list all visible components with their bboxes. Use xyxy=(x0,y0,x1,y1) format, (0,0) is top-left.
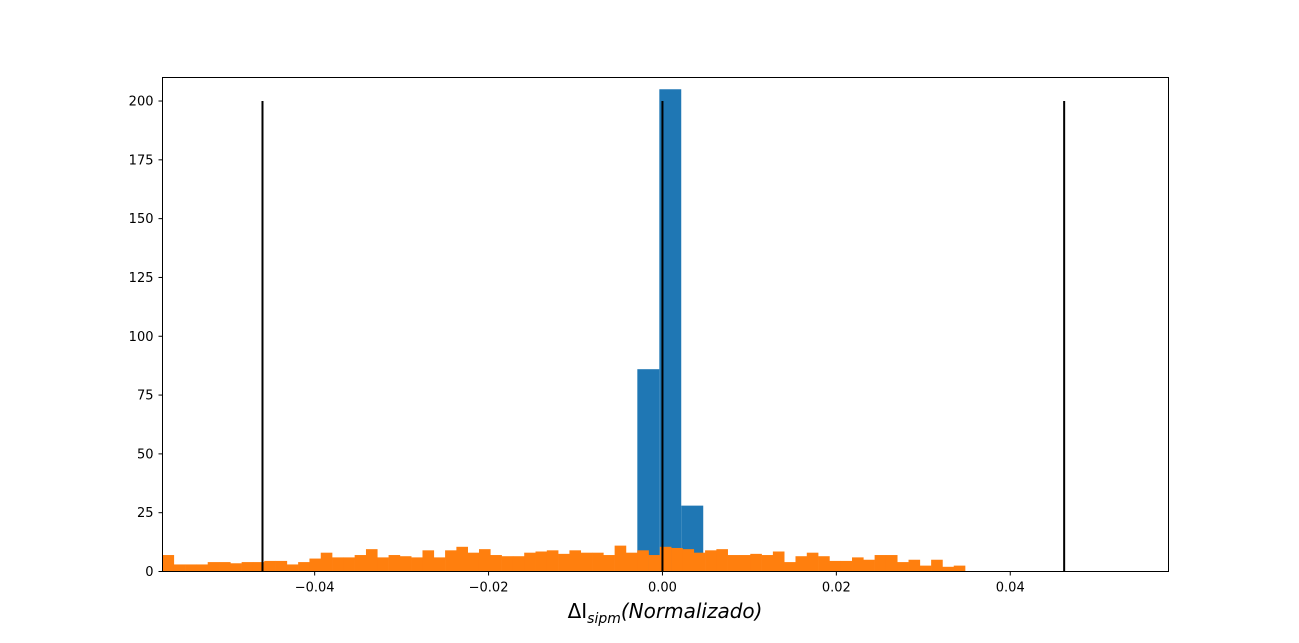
bar-orange xyxy=(501,556,514,572)
y-axis-ticks: 0 25 50 75 100 125 150 175 200 xyxy=(129,95,163,580)
bar-orange xyxy=(558,553,570,572)
bar-orange xyxy=(772,551,785,572)
bar-orange xyxy=(625,552,638,572)
bar-orange xyxy=(705,550,717,572)
bar-orange xyxy=(354,555,367,572)
bar-orange xyxy=(738,555,751,572)
bar-orange xyxy=(818,556,830,572)
bar-blue xyxy=(637,369,660,572)
bar-orange xyxy=(524,552,536,572)
y-tick-label: 0 xyxy=(145,565,153,580)
y-tick-label: 175 xyxy=(129,153,154,168)
bar-orange xyxy=(230,563,242,572)
bar-orange xyxy=(275,560,288,572)
bar-orange xyxy=(863,559,875,572)
x-tick-label: −0.02 xyxy=(469,581,509,596)
bar-orange xyxy=(433,557,446,572)
y-tick-label: 75 xyxy=(137,389,154,404)
bar-orange xyxy=(399,556,412,572)
bar-orange xyxy=(264,560,276,572)
bar-orange xyxy=(908,559,921,572)
bar-orange xyxy=(592,552,604,572)
bar-orange xyxy=(716,549,728,572)
bar-orange xyxy=(603,555,615,572)
bar-orange xyxy=(852,557,864,572)
bar-orange xyxy=(196,564,209,572)
bar-orange xyxy=(931,559,943,572)
bar-orange xyxy=(162,555,175,572)
x-tick-label: 0.00 xyxy=(648,581,677,596)
bar-orange xyxy=(332,557,344,572)
bar-orange xyxy=(750,553,762,572)
bar-orange xyxy=(365,549,378,572)
x-axis-label-subscript: sipm xyxy=(587,611,621,627)
series-orange-bars xyxy=(162,545,966,572)
y-tick-label: 200 xyxy=(129,95,154,110)
series-blue-bars xyxy=(637,89,704,572)
x-axis-label-unit: (Normalizado) xyxy=(621,599,763,623)
bar-orange xyxy=(659,546,672,572)
x-tick-label: −0.04 xyxy=(295,581,335,596)
bar-orange xyxy=(784,562,796,572)
bar-orange xyxy=(512,556,525,572)
bar-orange xyxy=(795,556,808,572)
bar-orange xyxy=(207,562,220,572)
vertical-lines xyxy=(261,101,1066,572)
bar-orange xyxy=(456,546,468,572)
y-tick-label: 25 xyxy=(137,506,154,521)
bar-orange xyxy=(377,557,389,572)
x-axis-ticks: −0.04 −0.02 0.00 0.02 0.04 xyxy=(295,571,1025,596)
bar-orange xyxy=(343,557,355,572)
bar-orange xyxy=(286,564,299,572)
x-tick-label: 0.02 xyxy=(822,581,851,596)
y-tick-label: 150 xyxy=(129,212,154,227)
bar-orange xyxy=(829,560,842,572)
x-axis-label-main: ΔI xyxy=(568,599,588,623)
bar-orange xyxy=(648,555,661,572)
bar-orange xyxy=(422,550,435,572)
y-tick-label: 50 xyxy=(137,447,154,462)
x-tick-label: 0.04 xyxy=(996,581,1025,596)
bar-orange xyxy=(637,550,649,572)
bar-orange xyxy=(919,565,932,572)
bar-orange xyxy=(309,558,322,572)
bar-orange xyxy=(535,551,548,572)
bar-orange xyxy=(897,562,909,572)
bar-blue xyxy=(659,89,682,572)
bar-orange xyxy=(671,547,683,572)
bar-orange xyxy=(942,566,955,572)
bar-orange xyxy=(569,550,582,572)
bar-orange xyxy=(241,562,254,572)
bar-orange xyxy=(761,555,774,572)
bar-orange xyxy=(727,555,740,572)
bar-orange xyxy=(252,562,265,572)
bar-orange xyxy=(388,555,401,572)
bar-orange xyxy=(693,552,706,572)
bar-orange xyxy=(173,564,186,572)
bar-orange xyxy=(298,562,310,572)
x-axis-label: ΔIsipm(Normalizado) xyxy=(568,599,763,627)
bar-orange xyxy=(185,564,197,572)
bar-orange xyxy=(840,560,853,572)
bar-orange xyxy=(411,557,423,572)
bar-orange xyxy=(953,565,966,572)
bar-orange xyxy=(546,550,559,572)
bar-orange xyxy=(445,550,457,572)
bar-orange xyxy=(219,562,231,572)
y-tick-label: 125 xyxy=(129,271,154,286)
bar-orange xyxy=(478,549,491,572)
bar-orange xyxy=(467,552,480,572)
bar-orange xyxy=(490,555,502,572)
bar-orange xyxy=(874,555,887,572)
bar-orange xyxy=(682,549,695,572)
bar-orange xyxy=(320,552,333,572)
bar-orange xyxy=(885,555,898,572)
bar-orange xyxy=(614,545,627,572)
plot-frame xyxy=(162,77,1169,572)
y-tick-label: 100 xyxy=(129,330,154,345)
bar-orange xyxy=(580,552,593,572)
bar-orange xyxy=(806,552,819,572)
